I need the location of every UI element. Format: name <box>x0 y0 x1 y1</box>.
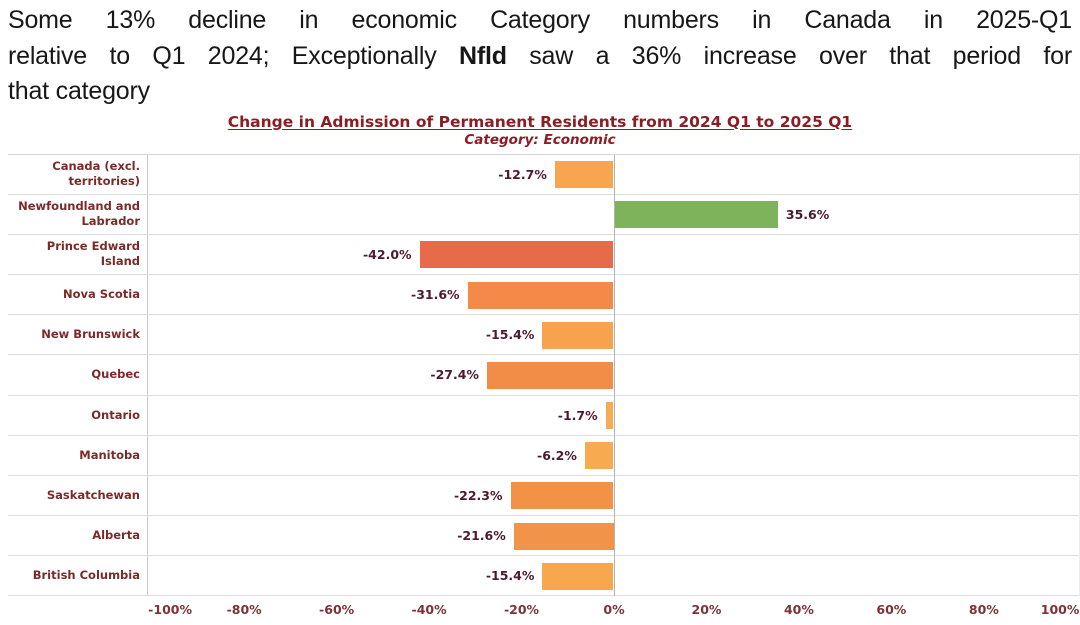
bar-row: Prince Edward Island -42.0% <box>8 234 1079 276</box>
bar-cell: -6.2% <box>148 436 1079 475</box>
bar-cell: -1.7% <box>148 396 1079 435</box>
bar-value-label: -15.4% <box>485 568 535 584</box>
y-axis-label: New Brunswick <box>8 315 148 355</box>
headline: Some 13% decline in economic Category nu… <box>0 0 1080 110</box>
bar-row: Quebec -27.4% <box>8 355 1079 396</box>
bar-row: Manitoba -6.2% <box>8 435 1079 476</box>
bar-value-label: -27.4% <box>430 367 479 383</box>
bar-cell: -22.3% <box>148 476 1079 515</box>
y-axis-label: Newfoundland and Labrador <box>8 194 148 234</box>
x-tick-label: 20% <box>691 602 722 618</box>
chart-title: Change in Admission of Permanent Residen… <box>227 112 853 131</box>
bar <box>419 241 614 269</box>
bar <box>513 522 614 550</box>
headline-line-2: relative to Q1 2024; Exceptionally Nfld … <box>8 39 1072 75</box>
bar-cell: -12.7% <box>148 155 1079 194</box>
bar-cell: 35.6% <box>148 195 1079 234</box>
x-tick-label: 100% <box>1040 602 1080 618</box>
bar-cell: -27.4% <box>148 355 1079 394</box>
bar-cell: -21.6% <box>148 516 1079 555</box>
bar-chart: Canada (excl. territories) -12.7% Newfound… <box>8 153 1080 624</box>
bar-row: New Brunswick -15.4% <box>8 315 1079 356</box>
x-tick-label: -40% <box>411 602 447 618</box>
x-tick-label: 0% <box>603 602 625 618</box>
bar-value-label: -21.6% <box>457 528 506 544</box>
bar-row: Ontario -1.7% <box>8 395 1079 436</box>
bar-value-label: -31.6% <box>411 287 460 303</box>
headline-line-3: that category <box>8 77 150 105</box>
bar <box>554 161 614 188</box>
x-axis: -100% -80% -60% -40% -20% 0% 20% 40% 60% 80% 100% <box>148 596 1080 623</box>
x-tick-label: 40% <box>783 602 814 618</box>
bar-row: British Columbia -15.4% <box>8 556 1079 597</box>
y-axis-label: Saskatchewan <box>8 475 148 516</box>
bar-cell: -15.4% <box>148 315 1079 354</box>
bar-value-label: -12.7% <box>498 166 547 182</box>
bar-cell: -15.4% <box>148 556 1079 595</box>
bar-cell: -31.6% <box>148 275 1079 314</box>
bar-value-label: -6.2% <box>537 447 577 463</box>
bar-value-label: -1.7% <box>557 407 598 423</box>
bar <box>584 442 614 470</box>
bar-row: Nova Scotia -31.6% <box>8 275 1079 316</box>
x-tick-label: 80% <box>968 602 999 618</box>
y-axis-label: Ontario <box>8 395 148 435</box>
y-axis-label: Manitoba <box>8 435 148 475</box>
bar <box>542 321 614 349</box>
headline-line-1: Some 13% decline in economic Category nu… <box>8 6 1072 34</box>
bar-value-label: 35.6% <box>785 206 830 222</box>
x-tick-label: -100% <box>148 602 192 618</box>
bar <box>613 201 778 229</box>
y-axis-label: Canada (excl. territories) <box>8 154 148 194</box>
zero-axis-line <box>613 154 615 597</box>
bar-cell: -42.0% <box>148 235 1079 274</box>
headline-nfld-bold: Nfld <box>458 41 507 70</box>
x-tick-label: -60% <box>319 602 355 618</box>
bar <box>510 482 614 510</box>
bar-value-label: -15.4% <box>485 327 535 343</box>
bar-row: Alberta -21.6% <box>8 516 1079 557</box>
headline-line-2-suffix: saw a 36% increase over that period for <box>506 41 1072 70</box>
bar <box>605 402 614 430</box>
y-axis-label: Prince Edward Island <box>8 234 148 275</box>
bar-value-label: -22.3% <box>453 487 503 503</box>
bar <box>486 361 614 389</box>
bar-rows: Canada (excl. territories) -12.7% Newfound… <box>8 153 1080 597</box>
chart-subtitle: Category: Economic <box>464 131 616 148</box>
y-axis-label: Quebec <box>8 355 148 395</box>
bar-row: Saskatchewan -22.3% <box>8 475 1079 517</box>
bar-row: Newfoundland and Labrador 35.6% <box>8 194 1079 235</box>
headline-line-2-prefix: relative to Q1 2024; Exceptionally <box>8 41 459 70</box>
x-tick-label: -80% <box>226 602 262 618</box>
bar-row: Canada (excl. territories) -12.7% <box>8 154 1079 195</box>
y-axis-label: Alberta <box>8 516 148 556</box>
bar-value-label: -42.0% <box>362 246 412 262</box>
bar <box>467 281 614 309</box>
x-tick-label: -20% <box>503 602 540 618</box>
y-axis-label: British Columbia <box>8 556 148 596</box>
bar <box>542 562 614 590</box>
y-axis-label: Nova Scotia <box>8 275 148 315</box>
x-tick-label: 60% <box>876 602 907 618</box>
